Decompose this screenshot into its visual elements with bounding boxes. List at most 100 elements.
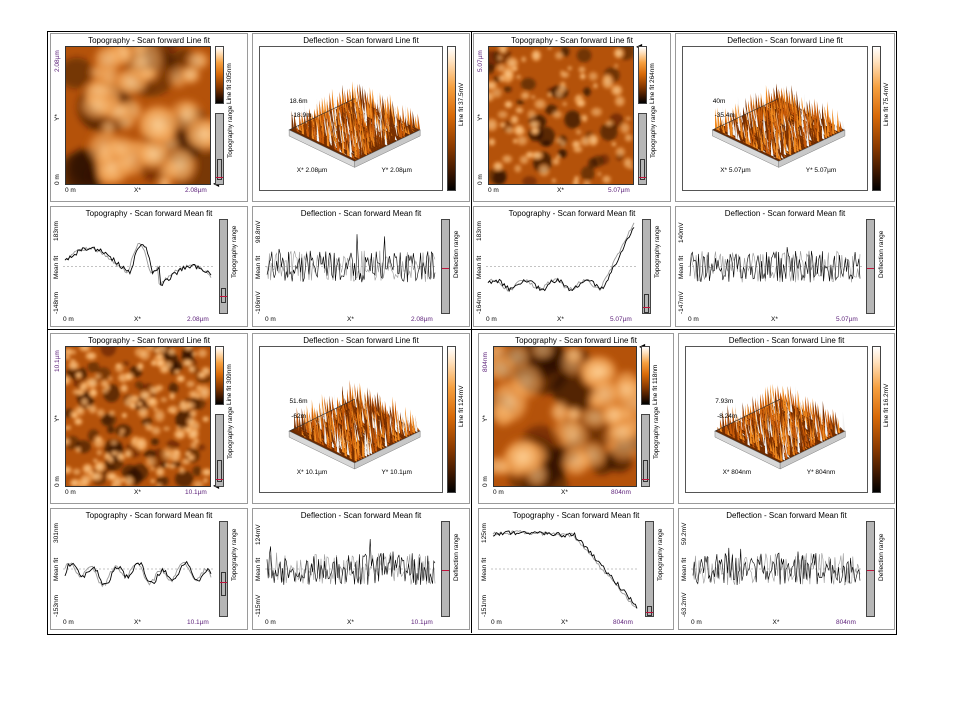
color-scale-bar [215, 346, 224, 406]
range-bar[interactable] [645, 521, 654, 617]
x-axis-right-label: 804nm [611, 489, 631, 496]
panel-title: Deflection - Scan forward Line fit [303, 336, 419, 345]
range-selection-box[interactable] [217, 158, 222, 181]
x-axis-label: X* [347, 316, 354, 323]
y-axis-bottom-label: -164nm [476, 291, 483, 314]
z-top-label: 18.6m [289, 97, 308, 105]
panel-title: Deflection - Scan forward Line fit [727, 36, 843, 45]
panel-title: Deflection - Scan forward Mean fit [300, 209, 422, 218]
range-marker [442, 267, 449, 269]
y-axis-top-label: 5.07µm [477, 50, 484, 72]
topography-mean-fit-panel: Topography - Scan forward Mean fit 125nm M… [478, 508, 674, 630]
y-axis-bottom-label: -115mV [255, 594, 262, 617]
line-profile-plot [63, 242, 213, 287]
deflection-line-fit-panel: Deflection - Scan forward Line fit 18.6m -… [252, 33, 470, 202]
range-selection-box[interactable] [647, 606, 652, 617]
profile-plot-area[interactable] [63, 219, 213, 314]
panel-title: Topography - Scan forward Mean fit [85, 209, 213, 218]
x-axis-left-label: 0 m [65, 489, 76, 496]
range-selection-box[interactable] [221, 288, 226, 303]
range-bar[interactable] [441, 219, 450, 314]
range-bar[interactable] [219, 219, 228, 314]
y-axis-bottom-label: -151nm [481, 594, 488, 617]
range-bar[interactable] [638, 112, 647, 185]
range-label: Deflection range [453, 533, 460, 581]
x-axis-label: X* 804nm [722, 469, 752, 476]
range-marker [643, 307, 650, 309]
range-label: Deflection range [453, 230, 460, 278]
y-axis-label: Mean fit [53, 255, 60, 279]
x-axis-right-label: 2.08µm [187, 316, 209, 323]
topography-image [489, 47, 633, 184]
topography-image-frame[interactable] [488, 46, 634, 185]
x-axis-right-label: 804nm [613, 619, 633, 626]
profile-plot-area[interactable] [265, 219, 437, 314]
range-bar[interactable] [215, 413, 224, 487]
x-axis-label: X* 5.07µm [720, 167, 751, 175]
deflection-line-fit-panel: Deflection - Scan forward Line fit 40m -35… [675, 33, 895, 202]
color-scale-label: Line fit 75.4mV [883, 82, 890, 126]
y-axis-top-label: 2.08µm [54, 50, 61, 72]
range-marker [216, 177, 223, 179]
line-profile-plot [265, 538, 437, 585]
profile-plot-area[interactable] [491, 521, 639, 617]
3d-view[interactable]: 40m -35.4m X* 5.07µm Y* 5.07µm [682, 46, 868, 191]
range-label: Topography range [650, 105, 657, 158]
color-scale-bar [641, 346, 650, 406]
x-axis-right-label: 804nm [836, 619, 856, 626]
profile-plot-area[interactable] [486, 219, 636, 314]
range-bar[interactable] [642, 219, 651, 314]
deflection-3d-surface [288, 81, 421, 168]
topography-image-frame[interactable] [65, 346, 211, 487]
y-axis-top-label: 125nm [481, 523, 488, 543]
range-selection-box[interactable] [643, 460, 648, 483]
profile-plot-area[interactable] [265, 521, 437, 617]
z-bottom-label: -35.4m [714, 112, 735, 120]
range-bar[interactable] [866, 521, 875, 617]
x-axis-left-label: 0 m [265, 316, 276, 323]
x-axis-label: X* [347, 619, 354, 626]
panel-title: Deflection - Scan forward Line fit [728, 336, 845, 345]
topography-image-frame[interactable] [65, 46, 211, 185]
z-bottom-label: -8.24m [717, 413, 738, 421]
y-axis-top-label: 10.1µm [54, 350, 61, 372]
topography-image-frame[interactable] [493, 346, 637, 487]
y-axis-top-label: 301nm [53, 523, 60, 543]
color-scale-label: Line fit 305nm [226, 63, 233, 105]
range-bar[interactable] [219, 521, 228, 617]
y-axis-label: Y* [54, 113, 61, 121]
deflection-mean-fit-panel: Deflection - Scan forward Mean fit 140mV M… [675, 206, 895, 327]
y-axis-label: Y* [54, 414, 61, 422]
x-axis-left-label: 0 m [691, 619, 702, 626]
range-selection-box[interactable] [644, 294, 649, 314]
range-selection-box[interactable] [221, 571, 226, 596]
3d-view[interactable]: 7.93m -8.24m X* 804nm Y* 804nm [685, 346, 868, 493]
panel-title: Deflection - Scan forward Mean fit [724, 209, 846, 218]
line-profile-plot [63, 560, 213, 588]
x-axis-label: X* [772, 619, 780, 626]
range-selection-box[interactable] [640, 158, 645, 181]
x-axis-label: X* [134, 489, 141, 496]
topography-line-fit-panel: Topography - Scan forward Line fit 5.07µ… [473, 33, 671, 202]
range-bar[interactable] [641, 413, 650, 487]
y-axis-top-label: 124mV [255, 524, 262, 545]
range-bar[interactable] [441, 521, 450, 617]
range-selection-box[interactable] [217, 460, 222, 483]
x-axis-label: X* [561, 489, 568, 496]
deflection-mean-fit-panel: Deflection - Scan forward Mean fit 59.2mV… [678, 508, 895, 630]
3d-view[interactable]: 18.6m -18.9m X* 2.08µm Y* 2.08µm [259, 46, 443, 191]
range-marker [220, 581, 227, 583]
profile-plot-area[interactable] [691, 521, 862, 617]
y-axis-label: Mean fit [255, 255, 262, 279]
y-axis-top-label: 183nm [476, 221, 483, 241]
range-bar[interactable] [866, 219, 875, 314]
profile-plot-area[interactable] [63, 521, 213, 617]
color-scale-bar [872, 346, 881, 493]
x-axis-left-label: 0 m [488, 187, 499, 194]
3d-view[interactable]: 51.6m -62m X* 10.1µm Y* 10.1µm [259, 346, 443, 493]
profile-plot-area[interactable] [688, 219, 862, 314]
x-axis-left-label: 0 m [65, 187, 76, 194]
range-marker [867, 267, 874, 269]
panel-title: Deflection - Scan forward Mean fit [726, 511, 847, 520]
range-bar[interactable] [215, 112, 224, 185]
